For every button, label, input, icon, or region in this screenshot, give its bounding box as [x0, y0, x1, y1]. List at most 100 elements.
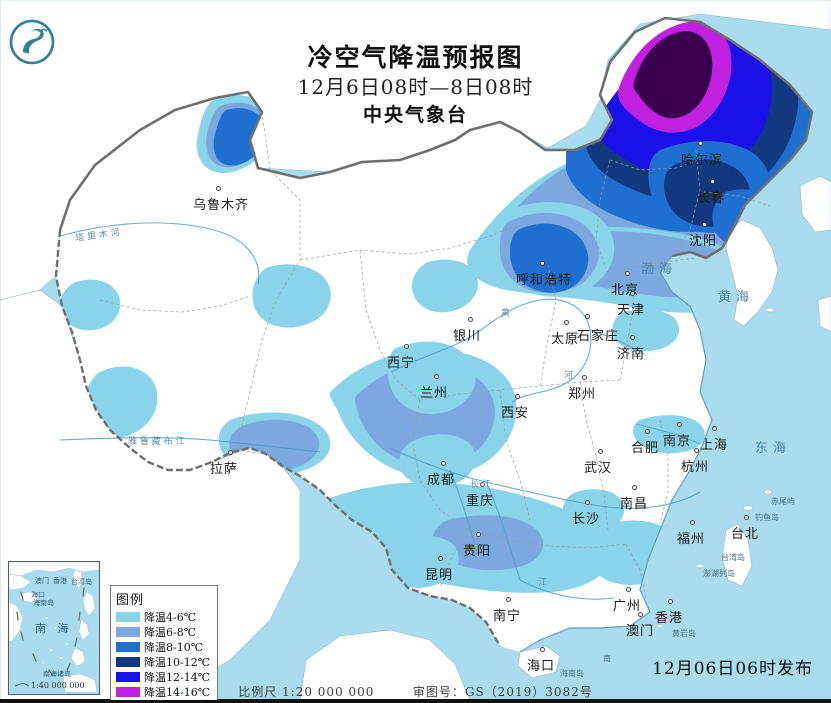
city-marker — [438, 556, 443, 561]
city-label: 杭州 — [681, 460, 710, 475]
city-label: 台北 — [731, 527, 760, 542]
city-marker — [626, 587, 631, 592]
legend-item-0: 降温4-6℃ — [116, 610, 213, 624]
legend-label-3: 降温10-12℃ — [144, 656, 211, 669]
city-marker — [598, 449, 603, 454]
legend-swatch-2 — [116, 642, 140, 652]
geo-minor-label: 黄岩岛 — [672, 629, 696, 638]
river-label: 雅 鲁 藏 布 江 — [128, 437, 185, 447]
city-label: 石家庄 — [577, 329, 620, 344]
city-label: 沈阳 — [689, 234, 718, 249]
city-label: 西宁 — [387, 356, 416, 371]
city-marker — [228, 450, 233, 455]
city-marker — [480, 482, 485, 487]
legend-item-1: 降温6-8℃ — [116, 625, 213, 639]
city-marker — [698, 141, 703, 146]
legend-swatch-5 — [116, 687, 140, 697]
city-label: 长春 — [697, 191, 726, 206]
inset-sea-label: 南 海 — [35, 622, 73, 635]
city-marker — [582, 375, 587, 380]
city-label: 贵阳 — [463, 544, 492, 559]
sea-label: 黄海 — [718, 290, 755, 305]
province-borders — [99, 111, 771, 599]
frame-bottom — [0, 700, 831, 703]
city-label: 重庆 — [466, 494, 495, 509]
river-label: 河 — [564, 371, 574, 381]
geo-minor-label: 海南岛 — [560, 669, 584, 678]
legend-label-4: 降温12-14℃ — [144, 671, 211, 684]
inset-place-label: 台湾岛 — [71, 578, 92, 586]
city-label: 呼和浩特 — [516, 273, 573, 288]
jiangxi-cell — [562, 489, 624, 534]
river-label: 黄 — [501, 309, 511, 319]
inset-place-label: 海口 — [31, 591, 45, 599]
ne-zone-16-18 — [633, 31, 713, 119]
city-marker — [702, 222, 707, 227]
national-boundary-south — [54, 229, 502, 647]
city-label: 合肥 — [631, 441, 660, 456]
legend-swatch-1 — [116, 627, 140, 637]
im-zone-8-10 — [510, 223, 589, 293]
legend-item-5: 降温14-16℃ — [116, 685, 213, 699]
frame-bottom-bar — [0, 699, 831, 700]
inset-scale-label: 1:40 000 000 — [31, 681, 85, 690]
sea-label: 渤海 — [641, 262, 678, 277]
city-marker — [404, 344, 409, 349]
city-marker — [506, 597, 511, 602]
city-marker — [585, 500, 590, 505]
sc-zone-6-8 — [432, 515, 544, 571]
city-label: 北京 — [611, 283, 640, 298]
city-marker — [638, 612, 643, 617]
national-boundary-north — [58, 16, 814, 260]
sea-label: 东海 — [755, 441, 792, 456]
legend-label-2: 降温8-10℃ — [144, 641, 204, 654]
city-marker — [564, 320, 569, 325]
inset-place-label: 香港 — [53, 577, 67, 585]
legend-swatch-0 — [116, 612, 140, 622]
yunnan-cell — [382, 535, 459, 589]
legend-item-2: 降温8-10℃ — [116, 640, 213, 654]
city-label: 天津 — [617, 303, 646, 318]
city-label: 太原 — [551, 332, 580, 347]
inset-canvas — [9, 562, 99, 694]
city-marker — [744, 515, 749, 520]
coastline — [519, 255, 713, 653]
city-label: 乌鲁木齐 — [193, 198, 250, 213]
shandong-cell — [612, 309, 680, 352]
city-label: 南京 — [663, 434, 692, 449]
geo-minor-label: 钓鱼岛 — [755, 513, 779, 522]
jiangsu-cell — [633, 415, 705, 454]
legend-label-5: 降温14-16℃ — [144, 686, 211, 699]
city-label: 南宁 — [493, 609, 522, 624]
legend-label-0: 降温4-6℃ — [144, 611, 197, 624]
city-label: 福州 — [677, 532, 706, 547]
city-label: 广州 — [613, 599, 642, 614]
footer-bar: 比例尺 1:20 000 000 审图号：GS（2019）3082号 — [0, 683, 831, 701]
city-label: 西安 — [501, 406, 530, 421]
city-marker — [677, 422, 682, 427]
city-marker — [434, 374, 439, 379]
geo-minor-label: 台湾岛 — [721, 553, 745, 562]
legend-swatch-4 — [116, 672, 140, 682]
inset-place-label: 海南岛 — [33, 599, 54, 607]
city-marker — [441, 461, 446, 466]
city-marker — [668, 599, 673, 604]
city-marker — [216, 186, 221, 191]
city-marker — [710, 179, 715, 184]
geo-minor-label: 赤尾屿 — [771, 497, 795, 506]
ningxia-cell — [411, 259, 478, 313]
issue-time: 12月06日06时发布 — [652, 659, 813, 679]
city-marker — [632, 485, 637, 490]
legend-item-3: 降温10-12℃ — [116, 655, 213, 669]
city-marker — [468, 317, 473, 322]
city-marker — [630, 291, 635, 296]
city-label: 上海 — [700, 438, 729, 453]
city-label: 银川 — [453, 329, 482, 344]
city-marker — [630, 335, 635, 340]
legend-title: 图例 — [116, 593, 145, 608]
city-label: 南昌 — [620, 497, 649, 512]
city-marker — [625, 271, 630, 276]
city-marker — [515, 394, 520, 399]
city-label: 郑州 — [568, 387, 597, 402]
